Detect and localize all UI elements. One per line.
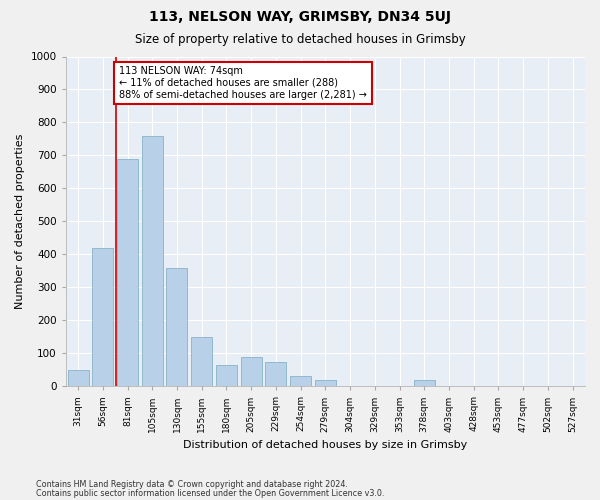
Bar xyxy=(92,248,113,386)
Text: Contains public sector information licensed under the Open Government Licence v3: Contains public sector information licen… xyxy=(36,488,385,498)
Bar xyxy=(166,268,187,386)
X-axis label: Distribution of detached houses by size in Grimsby: Distribution of detached houses by size … xyxy=(183,440,467,450)
Bar xyxy=(142,136,163,386)
Bar xyxy=(191,337,212,386)
Bar xyxy=(68,370,89,386)
Bar xyxy=(315,380,336,386)
Text: Size of property relative to detached houses in Grimsby: Size of property relative to detached ho… xyxy=(134,32,466,46)
Text: 113 NELSON WAY: 74sqm
← 11% of detached houses are smaller (288)
88% of semi-det: 113 NELSON WAY: 74sqm ← 11% of detached … xyxy=(119,66,367,100)
Bar xyxy=(290,376,311,386)
Bar xyxy=(241,356,262,386)
Bar xyxy=(117,158,138,386)
Y-axis label: Number of detached properties: Number of detached properties xyxy=(15,134,25,309)
Text: Contains HM Land Registry data © Crown copyright and database right 2024.: Contains HM Land Registry data © Crown c… xyxy=(36,480,348,489)
Text: 113, NELSON WAY, GRIMSBY, DN34 5UJ: 113, NELSON WAY, GRIMSBY, DN34 5UJ xyxy=(149,10,451,24)
Bar xyxy=(414,380,435,386)
Bar xyxy=(265,362,286,386)
Bar xyxy=(216,365,237,386)
